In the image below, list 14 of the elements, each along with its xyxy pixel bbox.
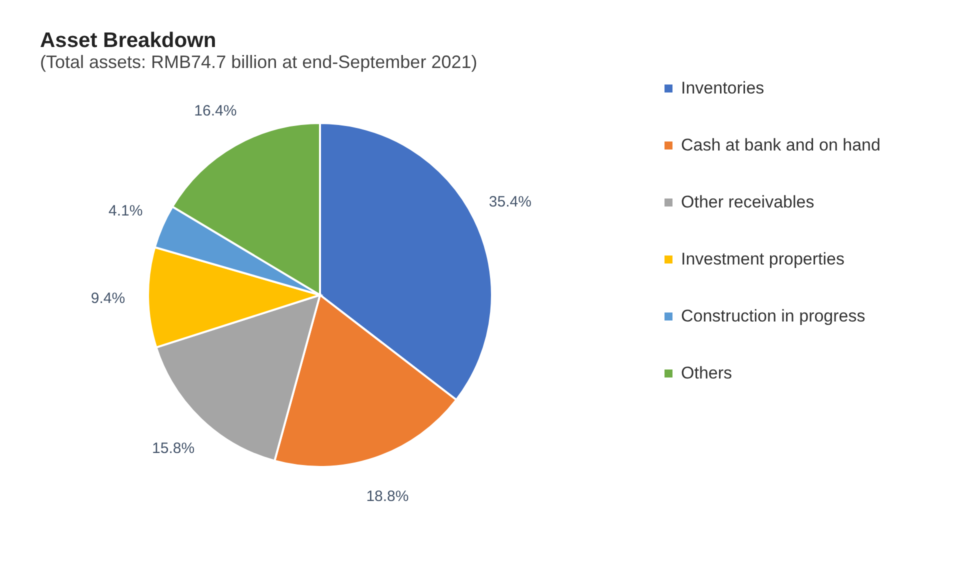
data-label: 18.8% xyxy=(366,488,409,505)
legend-label: Others xyxy=(681,364,732,382)
legend-label: Investment properties xyxy=(681,250,844,268)
legend-label: Inventories xyxy=(681,78,764,98)
data-label: 15.8% xyxy=(152,440,195,458)
legend-label: Cash at bank and on hand xyxy=(681,136,880,154)
chart-title: Asset Breakdown xyxy=(40,29,216,52)
data-label: 9.4% xyxy=(90,290,126,307)
data-label: 35.4% xyxy=(488,193,532,210)
data-label: 4.1% xyxy=(108,202,143,220)
legend-label: Other receivables xyxy=(681,192,814,212)
data-label: 16.4% xyxy=(194,102,237,120)
chart-subtitle: (Total assets: RMB74.7 billion at end-September 2021) xyxy=(40,52,478,72)
legend-label: Construction in progress xyxy=(681,306,866,326)
